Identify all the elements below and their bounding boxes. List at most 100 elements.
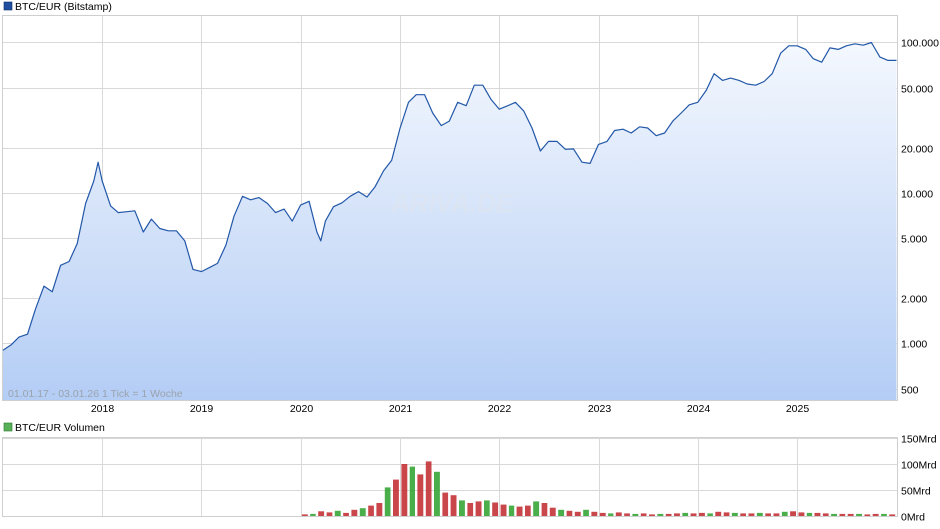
volume-bar <box>831 513 837 516</box>
y-tick-label: 50.000 <box>901 84 933 96</box>
volume-bar <box>368 505 374 516</box>
volume-bar <box>748 513 755 516</box>
volume-bar <box>475 501 482 516</box>
volume-bar <box>450 495 457 516</box>
volume-legend-label: BTC/EUR Volumen <box>15 422 105 434</box>
volume-bar <box>773 513 780 516</box>
volume-bar <box>731 512 738 516</box>
price-plot-frame <box>2 15 898 401</box>
volume-y-tick-label: 50Mrd <box>901 486 931 498</box>
volume-bar <box>434 471 440 516</box>
volume-bar <box>872 513 879 516</box>
price-legend-swatch <box>3 1 13 11</box>
volume-bar <box>674 513 680 516</box>
volume-bar <box>558 509 565 516</box>
volume-bar <box>856 513 862 516</box>
volume-bar <box>318 511 325 516</box>
volume-bar <box>814 512 821 516</box>
volume-bar <box>699 512 705 516</box>
x-tick-label: 2023 <box>588 403 612 415</box>
x-tick-label: 2021 <box>389 403 413 415</box>
volume-bar <box>533 501 540 516</box>
volume-bar <box>484 500 490 516</box>
x-tick-label: 2020 <box>290 403 314 415</box>
x-tick-label: 2025 <box>786 403 810 415</box>
volume-bar <box>508 505 515 516</box>
volume-bar <box>864 514 871 516</box>
volume-bar <box>591 511 598 516</box>
volume-bar <box>690 513 697 516</box>
volume-bar <box>574 511 581 516</box>
x-tick-label: 2019 <box>190 403 214 415</box>
volume-bar <box>425 461 432 516</box>
volume-bar <box>640 513 647 516</box>
volume-bar <box>541 503 548 516</box>
volume-bar <box>442 492 449 516</box>
volume-bar <box>847 513 854 516</box>
volume-legend-swatch <box>3 422 13 432</box>
volume-bar <box>343 512 349 516</box>
volume-bar <box>781 511 788 516</box>
volume-bar <box>889 514 896 516</box>
volume-bar <box>566 510 573 516</box>
price-panel: 2018 2019 2020 2021 2022 2023 2024 2025 100.000 5… <box>2 16 939 415</box>
y-tick-label: 5.000 <box>901 234 927 246</box>
volume-bar <box>822 513 829 516</box>
volume-bar <box>657 513 664 516</box>
volume-bar <box>599 512 606 516</box>
price-line <box>2 41 897 351</box>
volume-bar <box>765 513 771 516</box>
volume-panel: 150Mrd 100Mrd 50Mrd 0Mrd <box>3 434 937 524</box>
y-tick-label: 2.000 <box>901 294 927 306</box>
range-note: 01.01.17 - 03.01.26 1 Tick = 1 Woche <box>8 388 183 400</box>
volume-bar <box>665 513 672 516</box>
volume-bar <box>881 513 887 516</box>
watermark: ARIVA.DE <box>390 188 514 218</box>
x-tick-label: 2018 <box>91 403 115 415</box>
volume-bar <box>756 512 763 516</box>
volume-bar <box>583 509 589 516</box>
volume-bar <box>516 506 523 516</box>
volume-bar <box>549 507 556 516</box>
y-tick-label: 100.000 <box>901 38 939 50</box>
price-area <box>3 42 897 400</box>
volume-bar <box>740 513 746 516</box>
volume-bar <box>839 513 846 516</box>
y-tick-label: 1.000 <box>901 339 927 351</box>
y-tick-label: 20.000 <box>901 144 933 156</box>
volume-bar <box>417 474 424 516</box>
volume-bar <box>376 503 383 516</box>
volume-bar <box>384 487 391 516</box>
y-tick-label: 500 <box>901 385 919 397</box>
volume-bar <box>467 503 474 516</box>
volume-bar <box>608 513 614 516</box>
volume-y-tick-label: 100Mrd <box>901 460 937 472</box>
volume-y-tick-label: 150Mrd <box>901 434 937 446</box>
volume-bar <box>806 512 813 516</box>
volume-bar <box>326 512 333 516</box>
volume-bar <box>301 514 308 516</box>
volume-bar <box>723 512 730 516</box>
volume-plot-frame <box>2 437 898 517</box>
volume-y-tick-label: 0Mrd <box>901 512 925 524</box>
volume-bar <box>459 500 465 516</box>
volume-bar <box>334 510 341 516</box>
x-tick-label: 2024 <box>687 403 711 415</box>
volume-bar <box>359 508 366 516</box>
volume-bar <box>351 509 358 516</box>
volume-bar <box>715 511 722 516</box>
volume-bar <box>615 512 622 516</box>
volume-bar <box>632 513 639 516</box>
volume-bar <box>790 511 796 516</box>
volume-bar <box>624 513 630 516</box>
volume-bar <box>798 512 805 516</box>
volume-bar <box>525 505 531 516</box>
volume-bar <box>393 479 399 516</box>
volume-bar <box>310 513 316 516</box>
volume-bar <box>707 513 713 516</box>
volume-bar <box>649 514 655 516</box>
price-legend-label: BTC/EUR (Bitstamp) <box>15 1 112 13</box>
volume-bar <box>401 464 408 516</box>
